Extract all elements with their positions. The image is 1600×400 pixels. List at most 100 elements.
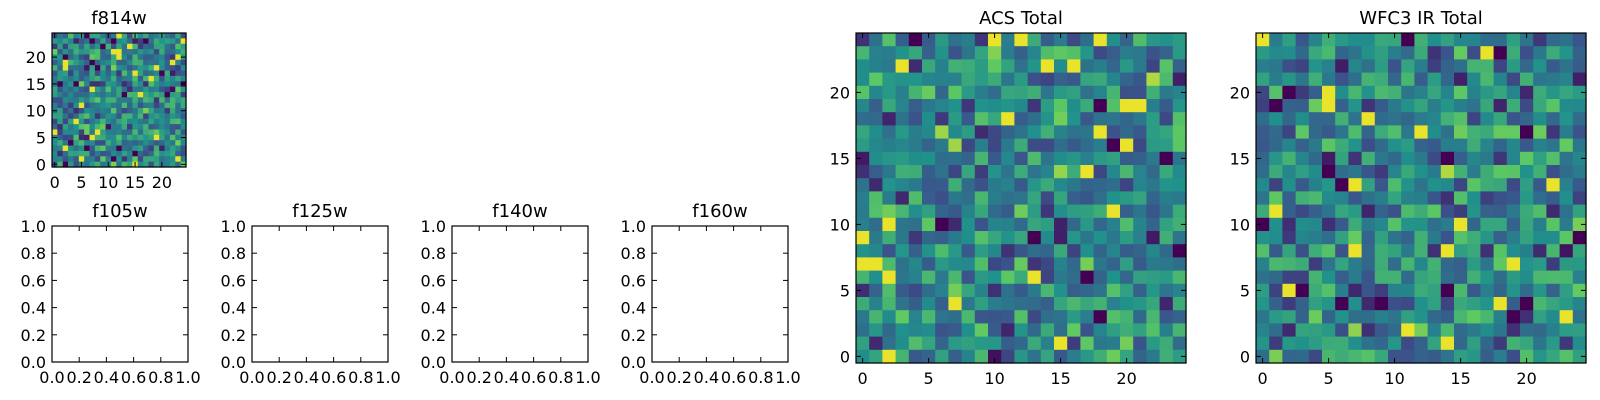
heatmap-cell (1080, 46, 1095, 60)
heatmap-cell (62, 33, 69, 39)
heatmap-cell (1269, 178, 1283, 192)
heatmap-cell (94, 65, 101, 72)
y-tick-label: 0 (1240, 347, 1250, 366)
heatmap-cell (121, 118, 128, 125)
heatmap-cell (121, 70, 128, 77)
y-tick-label: 0.4 (21, 299, 46, 318)
heatmap-cell (1454, 336, 1468, 351)
heatmap-cell (948, 270, 963, 285)
heatmap-cell (169, 102, 176, 109)
heatmap-cell (895, 204, 910, 219)
heatmap-cell (1454, 349, 1468, 364)
heatmap-cell (1256, 125, 1270, 140)
x-tick-label: 1.0 (175, 368, 200, 387)
heatmap-cell (1493, 244, 1508, 258)
heatmap-cell (137, 33, 144, 39)
heatmap-cell (1146, 310, 1161, 324)
heatmap-cell (1335, 297, 1349, 311)
heatmap-cell (1480, 217, 1495, 232)
heatmap-cell (1040, 125, 1055, 140)
heatmap-cell (1388, 231, 1402, 245)
x-tick-label: 20 (152, 173, 172, 192)
heatmap-cell (153, 91, 160, 98)
heatmap-cell (1401, 138, 1415, 153)
heatmap-cell (1067, 217, 1081, 232)
heatmap-cell (1348, 297, 1363, 311)
heatmap-cell (1001, 125, 1015, 140)
heatmap-cell (882, 112, 897, 126)
heatmap-cell (1361, 323, 1376, 338)
x-tick-label: 0.8 (148, 368, 173, 387)
heatmap-cell (127, 156, 133, 163)
heatmap-cell (1480, 297, 1495, 311)
heatmap-cell (110, 86, 117, 93)
heatmap-cell (94, 161, 101, 168)
heatmap-cell (180, 59, 187, 66)
heatmap-cell (1282, 178, 1297, 192)
heatmap-cell (1133, 297, 1147, 311)
heatmap-cell (1480, 244, 1495, 258)
heatmap-cell (988, 297, 1002, 311)
heatmap-cell (1388, 204, 1402, 219)
heatmap-cell (1093, 204, 1108, 219)
heatmap-cell (1269, 349, 1283, 364)
heatmap-cell (869, 310, 883, 324)
heatmap-cell (1401, 217, 1415, 232)
heatmap-cell (1322, 33, 1336, 47)
heatmap-cell (1172, 349, 1187, 364)
heatmap-cell (175, 150, 182, 157)
heatmap-cell (68, 156, 75, 163)
x-tick-label: 0.6 (321, 368, 346, 387)
heatmap-cell (175, 54, 182, 61)
heatmap-cell (84, 102, 91, 109)
heatmap-cell (1335, 151, 1349, 166)
heatmap-cell (164, 108, 171, 114)
heatmap-cell (1440, 191, 1455, 206)
heatmap-cell (132, 59, 139, 66)
heatmap-cell (57, 54, 64, 61)
x-tick-label: 1.0 (775, 368, 800, 387)
heatmap-cell (1269, 283, 1283, 298)
heatmap-cell (1493, 257, 1508, 272)
heatmap-cell (180, 118, 187, 125)
heatmap-cell (148, 33, 155, 39)
heatmap-cell (882, 231, 897, 245)
heatmap-cell (948, 125, 963, 140)
heatmap-cell (169, 59, 176, 66)
heatmap-cell (1295, 217, 1310, 232)
heatmap-cell (153, 140, 160, 147)
heatmap-cell (948, 310, 963, 324)
heatmap-cell (175, 145, 182, 152)
heatmap-cell (961, 231, 976, 245)
heatmap-cell (180, 86, 187, 93)
heatmap-cell (78, 59, 85, 66)
heatmap-cell (1427, 297, 1442, 311)
heatmap-cell (1106, 112, 1121, 126)
heatmap-cell (1106, 178, 1121, 192)
heatmap-cell (89, 129, 96, 136)
heatmap-cell (1520, 257, 1534, 272)
heatmap-cell (988, 138, 1002, 153)
heatmap-cell (105, 145, 112, 152)
heatmap-cell (1533, 99, 1547, 113)
heatmap-cell (52, 49, 58, 56)
heatmap-cell (1014, 270, 1029, 285)
heatmap-cell (110, 140, 117, 147)
heatmap-cell (988, 151, 1002, 166)
heatmap-cell (153, 156, 160, 163)
heatmap-cell (1348, 33, 1363, 47)
heatmap-cell (1146, 204, 1161, 219)
heatmap-cell (1335, 323, 1349, 338)
heatmap-cell (1506, 59, 1521, 74)
heatmap-cell (148, 86, 155, 93)
heatmap-cell (988, 191, 1002, 206)
heatmap-cell (974, 336, 989, 351)
heatmap-cell (1106, 257, 1121, 272)
heatmap-cell (1106, 165, 1121, 179)
heatmap-cell (1322, 336, 1336, 351)
heatmap-cell (1559, 165, 1574, 179)
heatmap-cell (935, 112, 949, 126)
heatmap-cell (1480, 59, 1495, 74)
heatmap-cell (1440, 257, 1455, 272)
